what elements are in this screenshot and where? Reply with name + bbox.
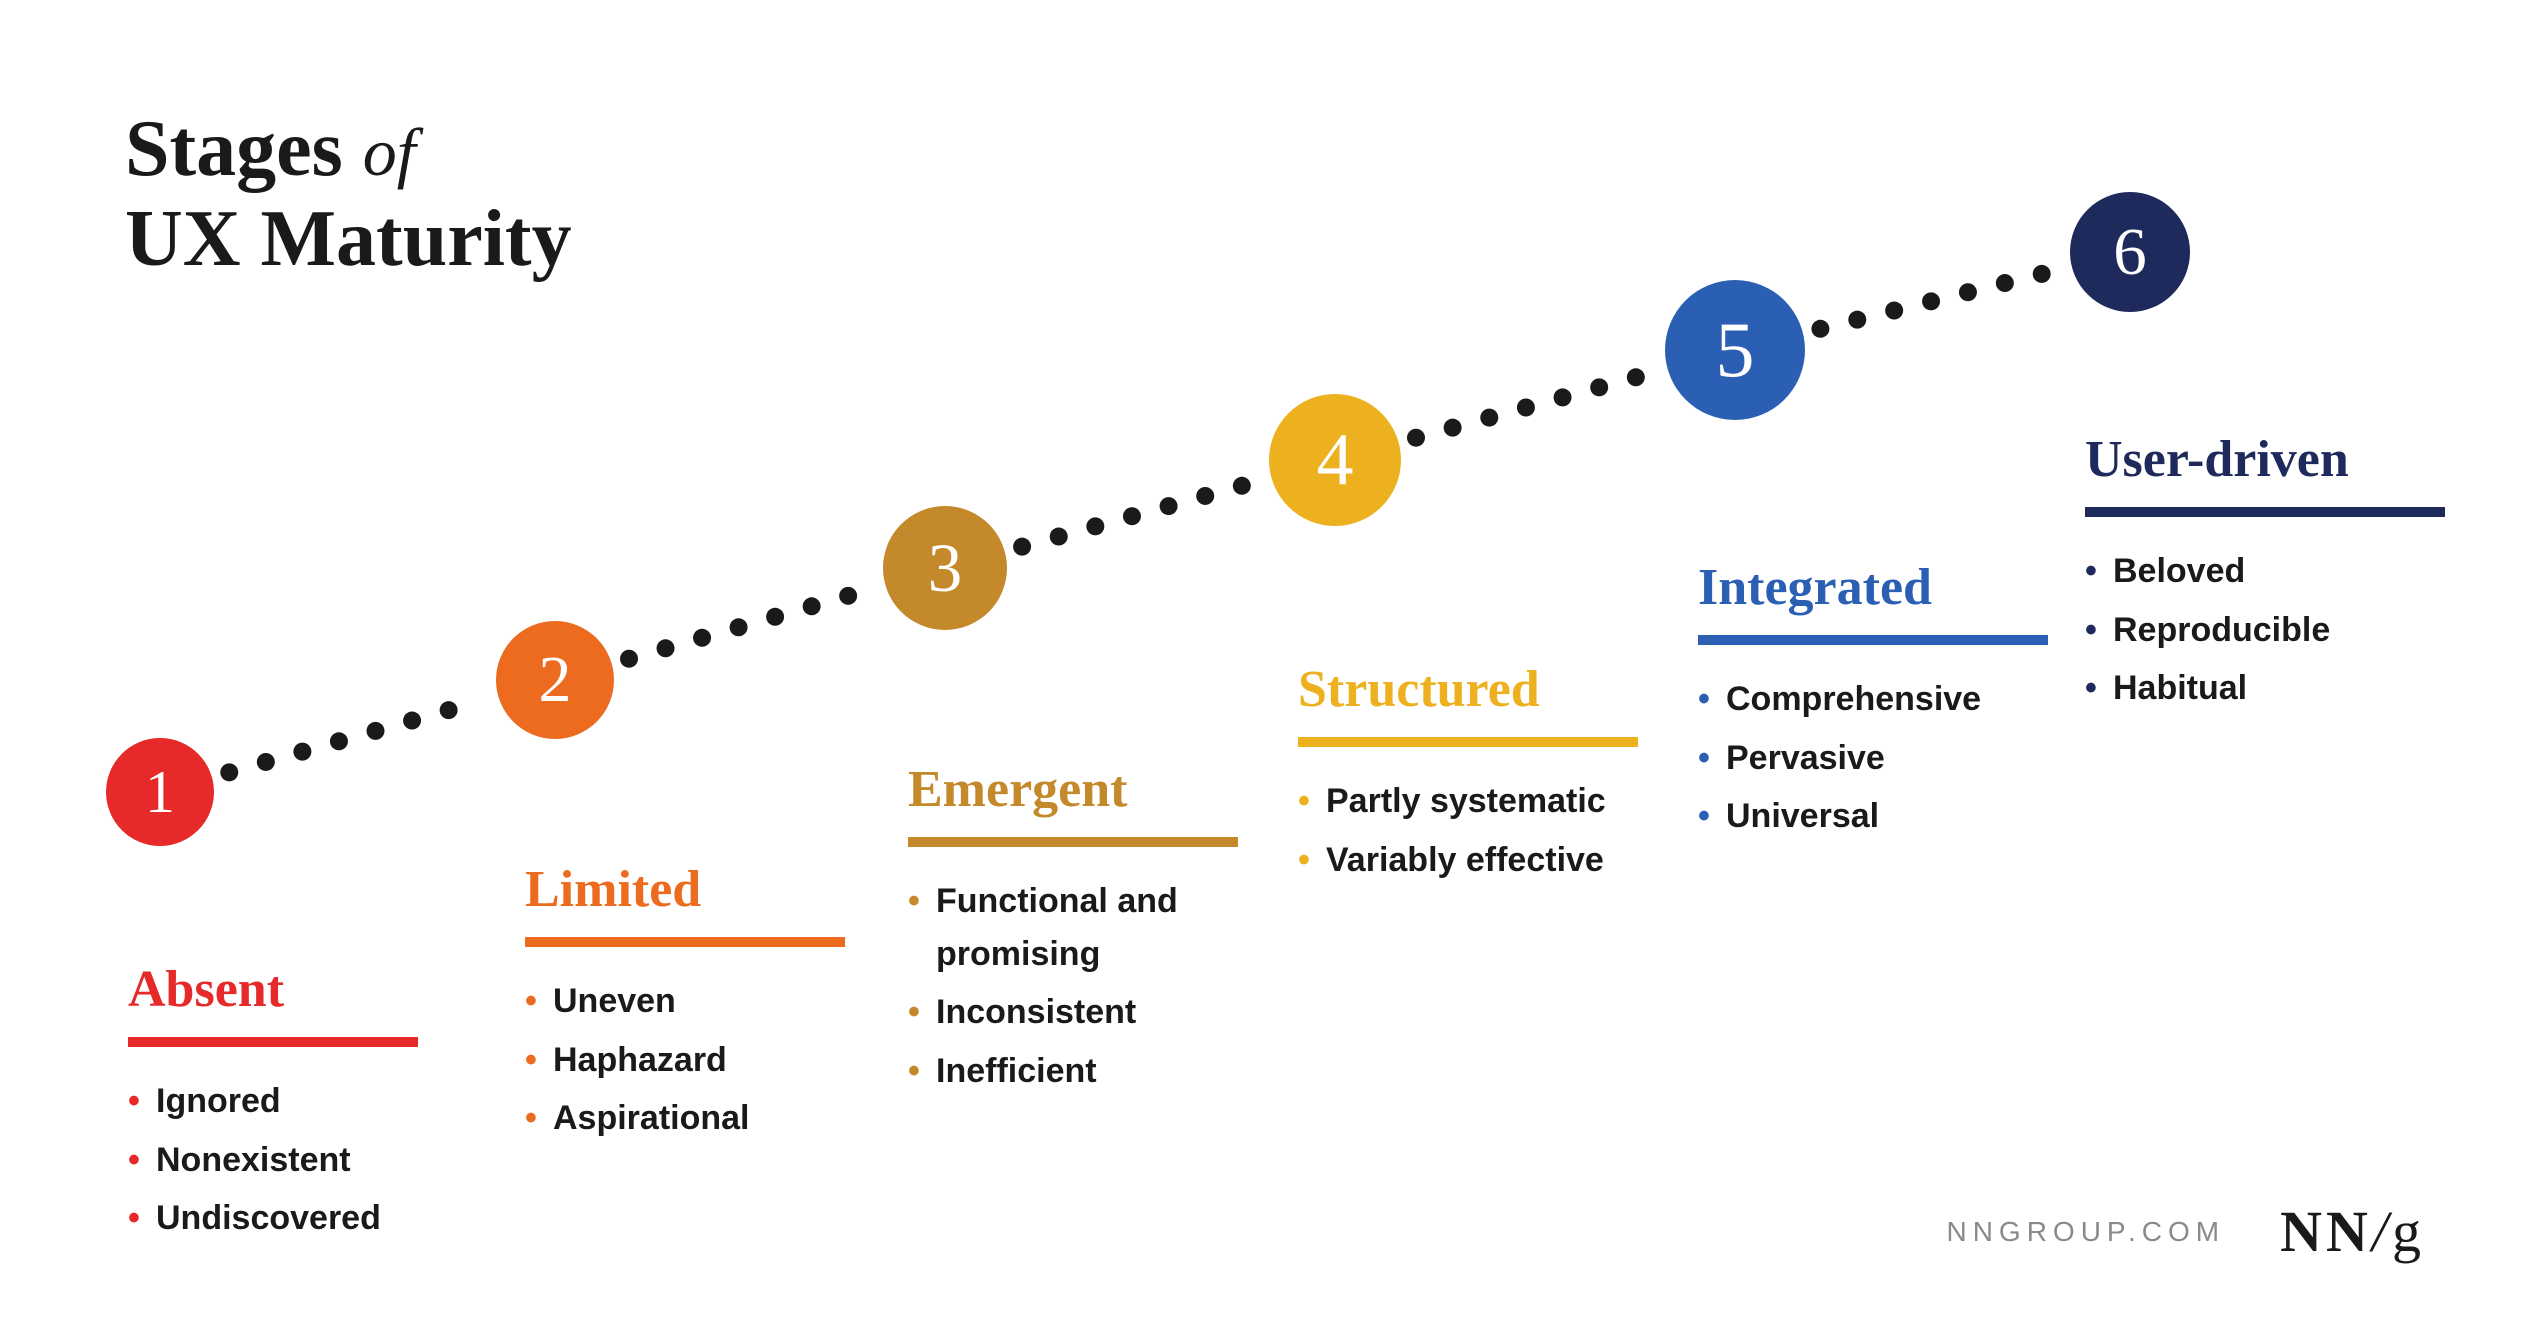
logo-nn: NN — [2280, 1199, 2372, 1264]
stage-bullet: Aspirational — [525, 1092, 885, 1145]
stage-underline — [2085, 507, 2445, 517]
stage-number: 3 — [928, 534, 963, 603]
stage-label: User-driven — [2085, 430, 2485, 489]
stage-number: 4 — [1317, 423, 1354, 497]
stage-bullet-list: Beloved ReproducibleHabitual — [2085, 545, 2485, 715]
stage-circle-5: 5 — [1665, 280, 1805, 420]
stage-circle-6: 6 — [2070, 192, 2190, 312]
stage-circle-1: 1 — [106, 738, 214, 846]
stage-bullet-list: Ignored NonexistentUndiscovered — [128, 1075, 458, 1245]
stage-label: Integrated — [1698, 558, 2088, 617]
stage-content-1: Absent Ignored NonexistentUndiscovered — [128, 960, 458, 1251]
stage-content-2: Limited Uneven HaphazardAspirational — [525, 860, 885, 1151]
stage-content-4: Structured Partly systematic Variably effe… — [1298, 660, 1678, 892]
stage-number: 6 — [2113, 219, 2147, 286]
stage-bullet: Beloved — [2085, 545, 2485, 598]
logo-slash: / — [2372, 1199, 2392, 1264]
stage-bullet: Nonexistent — [128, 1134, 458, 1187]
stage-circle-2: 2 — [496, 621, 614, 739]
stage-number: 2 — [539, 647, 572, 713]
stage-content-6: User-driven Beloved ReproducibleHabitual — [2085, 430, 2485, 721]
stage-bullet: Habitual — [2085, 662, 2485, 715]
stage-bullet: Inconsistent — [908, 986, 1278, 1039]
stage-number: 1 — [145, 762, 175, 822]
stage-bullet: Reproducible — [2085, 604, 2485, 657]
stage-label: Structured — [1298, 660, 1678, 719]
stage-bullet: Universal — [1698, 790, 2088, 843]
stage-bullet: Uneven — [525, 975, 885, 1028]
stage-content-5: Integrated Comprehensive PervasiveUniversa… — [1698, 558, 2088, 849]
stage-bullet: Haphazard — [525, 1034, 885, 1087]
stage-underline — [1698, 635, 2048, 645]
stage-underline — [1298, 737, 1638, 747]
title-line2: UX Maturity — [125, 195, 572, 285]
stage-underline — [128, 1037, 418, 1047]
logo-g: g — [2392, 1199, 2425, 1264]
footer-url: NNGROUP.COM — [1946, 1216, 2225, 1248]
stage-label: Emergent — [908, 760, 1278, 819]
stage-bullet: Functional and promising — [908, 875, 1278, 980]
stage-bullet: Partly systematic — [1298, 775, 1678, 828]
stage-bullet-list: Comprehensive PervasiveUniversal — [1698, 673, 2088, 843]
stage-content-3: Emergent Functional and promising Inconsis… — [908, 760, 1278, 1104]
title-word-stages: Stages — [125, 105, 343, 193]
stage-bullet: Variably effective — [1298, 834, 1678, 887]
stage-number: 5 — [1716, 311, 1755, 389]
stage-bullet: Undiscovered — [128, 1192, 458, 1245]
stage-label: Absent — [128, 960, 458, 1019]
stage-circle-3: 3 — [883, 506, 1007, 630]
diagram-title: Stages of UX Maturity — [125, 105, 572, 284]
stage-bullet: Comprehensive — [1698, 673, 2088, 726]
stage-bullet-list: Partly systematic Variably effective — [1298, 775, 1678, 886]
stage-bullet-list: Uneven HaphazardAspirational — [525, 975, 885, 1145]
stage-underline — [525, 937, 845, 947]
stage-bullet: Pervasive — [1698, 732, 2088, 785]
stage-label: Limited — [525, 860, 885, 919]
stage-underline — [908, 837, 1238, 847]
title-word-of: of — [363, 114, 416, 190]
footer-logo: NN/g — [2280, 1198, 2425, 1265]
stage-circle-4: 4 — [1269, 394, 1401, 526]
stage-bullet-list: Functional and promising Inconsistent Inef… — [908, 875, 1278, 1098]
stage-bullet: Inefficient — [908, 1045, 1278, 1098]
stage-bullet: Ignored — [128, 1075, 458, 1128]
footer: NNGROUP.COM NN/g — [1946, 1198, 2425, 1265]
